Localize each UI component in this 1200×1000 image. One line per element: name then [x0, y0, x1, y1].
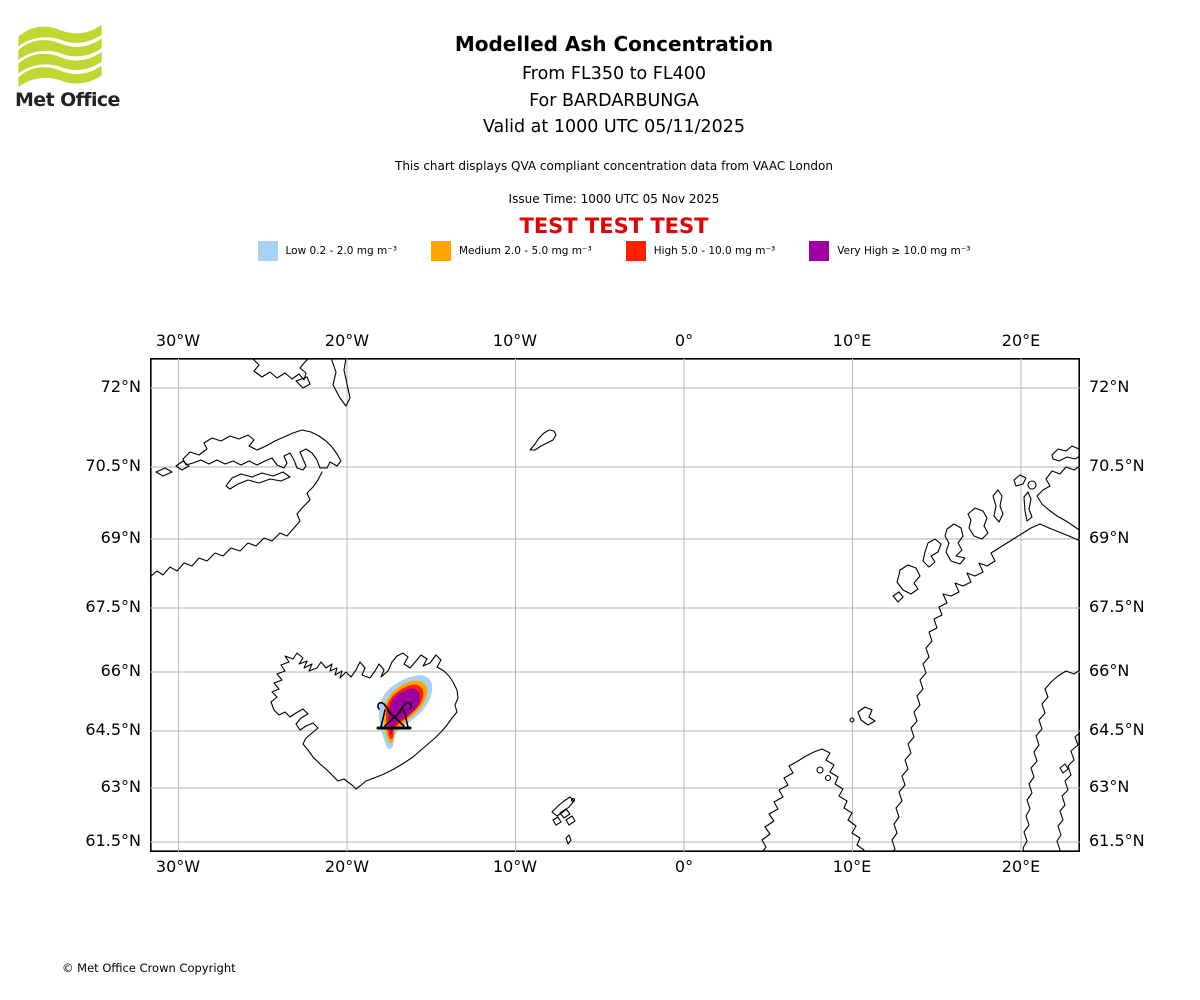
coastline-greenland-fjord-arm — [225, 471, 291, 490]
legend-label-high: High 5.0 - 10.0 mg m⁻³ — [653, 245, 776, 257]
map-svg — [150, 358, 1080, 852]
lat-label-left-61-5: 61.5°N — [85, 831, 141, 850]
coastline-greenland-scoresby-fjords — [182, 429, 342, 471]
legend-item-high: High 5.0 - 10.0 mg m⁻³ — [625, 241, 776, 261]
coastline-greenland-se-coast — [150, 471, 323, 578]
coastline-greenland-north-strip — [251, 358, 310, 381]
lon-label-bottom-0: 0° — [674, 857, 694, 876]
logo-brand-text: Met Office — [15, 89, 120, 111]
norway-sw-islet-2 — [824, 774, 832, 782]
copyright-text: © Met Office Crown Copyright — [62, 961, 236, 975]
lon-label-top-20e: 20°E — [1001, 331, 1041, 350]
legend: Low 0.2 - 2.0 mg m⁻³ Medium 2.0 - 5.0 mg… — [28, 241, 1200, 261]
subtitle-volcano: For BARDARBUNGA — [529, 91, 699, 111]
lat-label-left-63: 63°N — [100, 777, 141, 796]
lon-label-bottom-10e: 10°E — [832, 857, 872, 876]
qva-note: This chart displays QVA compliant concen… — [395, 159, 833, 173]
page-title: Modelled Ash Concentration — [454, 32, 774, 56]
faroe-islet-dot — [570, 797, 576, 803]
met-office-logo: Met Office — [15, 25, 120, 111]
coastline-jan-mayen — [529, 429, 557, 451]
subtitle-flight-levels: From FL350 to FL400 — [521, 64, 707, 84]
coastline-greenland-islets — [155, 460, 190, 477]
volcano-marker-icon — [376, 702, 412, 730]
lon-label-top-0: 0° — [674, 331, 694, 350]
lon-label-top-30w: 30°W — [155, 331, 201, 350]
legend-label-very-high: Very High ≥ 10.0 mg m⁻³ — [837, 245, 971, 257]
very-high-swatch — [809, 241, 830, 261]
bothnia-islet — [1059, 763, 1069, 774]
lat-label-right-70-5: 70.5°N — [1089, 456, 1145, 475]
high-swatch — [625, 241, 646, 261]
lon-label-top-10e: 10°E — [832, 331, 872, 350]
coastline-iceland — [270, 652, 459, 790]
legend-item-low: Low 0.2 - 2.0 mg m⁻³ — [257, 241, 397, 261]
lon-label-top-10w: 10°W — [492, 331, 538, 350]
lon-label-top-20w: 20°W — [324, 331, 370, 350]
lon-label-bottom-10w: 10°W — [492, 857, 538, 876]
coastline-bothnia-east — [1056, 731, 1080, 852]
norway-islet-dot-1 — [1027, 480, 1037, 490]
coastline-greenland-small-cape — [295, 376, 311, 389]
norway-islet-dot-2 — [849, 717, 855, 723]
lon-label-bottom-20e: 20°E — [1001, 857, 1041, 876]
legend-label-low: Low 0.2 - 2.0 mg m⁻³ — [285, 245, 397, 257]
legend-item-medium: Medium 2.0 - 5.0 mg m⁻³ — [430, 241, 592, 261]
lat-label-left-64-5: 64.5°N — [85, 720, 141, 739]
lat-label-left-72: 72°N — [100, 377, 141, 396]
lat-label-right-66: 66°N — [1089, 661, 1130, 680]
test-banner: TEST TEST TEST — [519, 214, 709, 238]
issue-time: Issue Time: 1000 UTC 05 Nov 2025 — [508, 192, 720, 206]
lat-label-right-61-5: 61.5°N — [1089, 831, 1145, 850]
low-swatch — [257, 241, 278, 261]
lat-label-left-69: 69°N — [100, 528, 141, 547]
lat-label-right-67-5: 67.5°N — [1089, 597, 1145, 616]
coastline-norway-islands — [857, 445, 1080, 726]
coastline-norway-mainland — [891, 465, 1080, 852]
subtitle-valid-time: Valid at 1000 UTC 05/11/2025 — [482, 117, 746, 137]
lat-label-right-63: 63°N — [1089, 777, 1130, 796]
lon-label-bottom-30w: 30°W — [155, 857, 201, 876]
lat-label-right-72: 72°N — [1089, 377, 1130, 396]
ash-plume — [378, 675, 433, 749]
coastline-norway-southwest — [761, 748, 865, 852]
lon-label-bottom-20w: 20°W — [324, 857, 370, 876]
coastline-faroe-islands — [551, 796, 576, 845]
lat-label-right-64-5: 64.5°N — [1089, 720, 1145, 739]
coastline-bothnia-west — [1022, 669, 1080, 852]
medium-swatch — [430, 241, 451, 261]
legend-item-very-high: Very High ≥ 10.0 mg m⁻³ — [809, 241, 970, 261]
lat-label-left-70-5: 70.5°N — [85, 456, 141, 475]
lat-label-left-67-5: 67.5°N — [85, 597, 141, 616]
lat-label-left-66: 66°N — [100, 661, 141, 680]
logo-waves-icon — [18, 25, 102, 87]
map-canvas — [150, 358, 1080, 852]
norway-sw-islet-1 — [816, 766, 824, 774]
coastline-greenland-ne-wedge — [330, 358, 351, 407]
graticule — [150, 358, 1080, 852]
legend-label-medium: Medium 2.0 - 5.0 mg m⁻³ — [458, 245, 592, 257]
lat-label-right-69: 69°N — [1089, 528, 1130, 547]
